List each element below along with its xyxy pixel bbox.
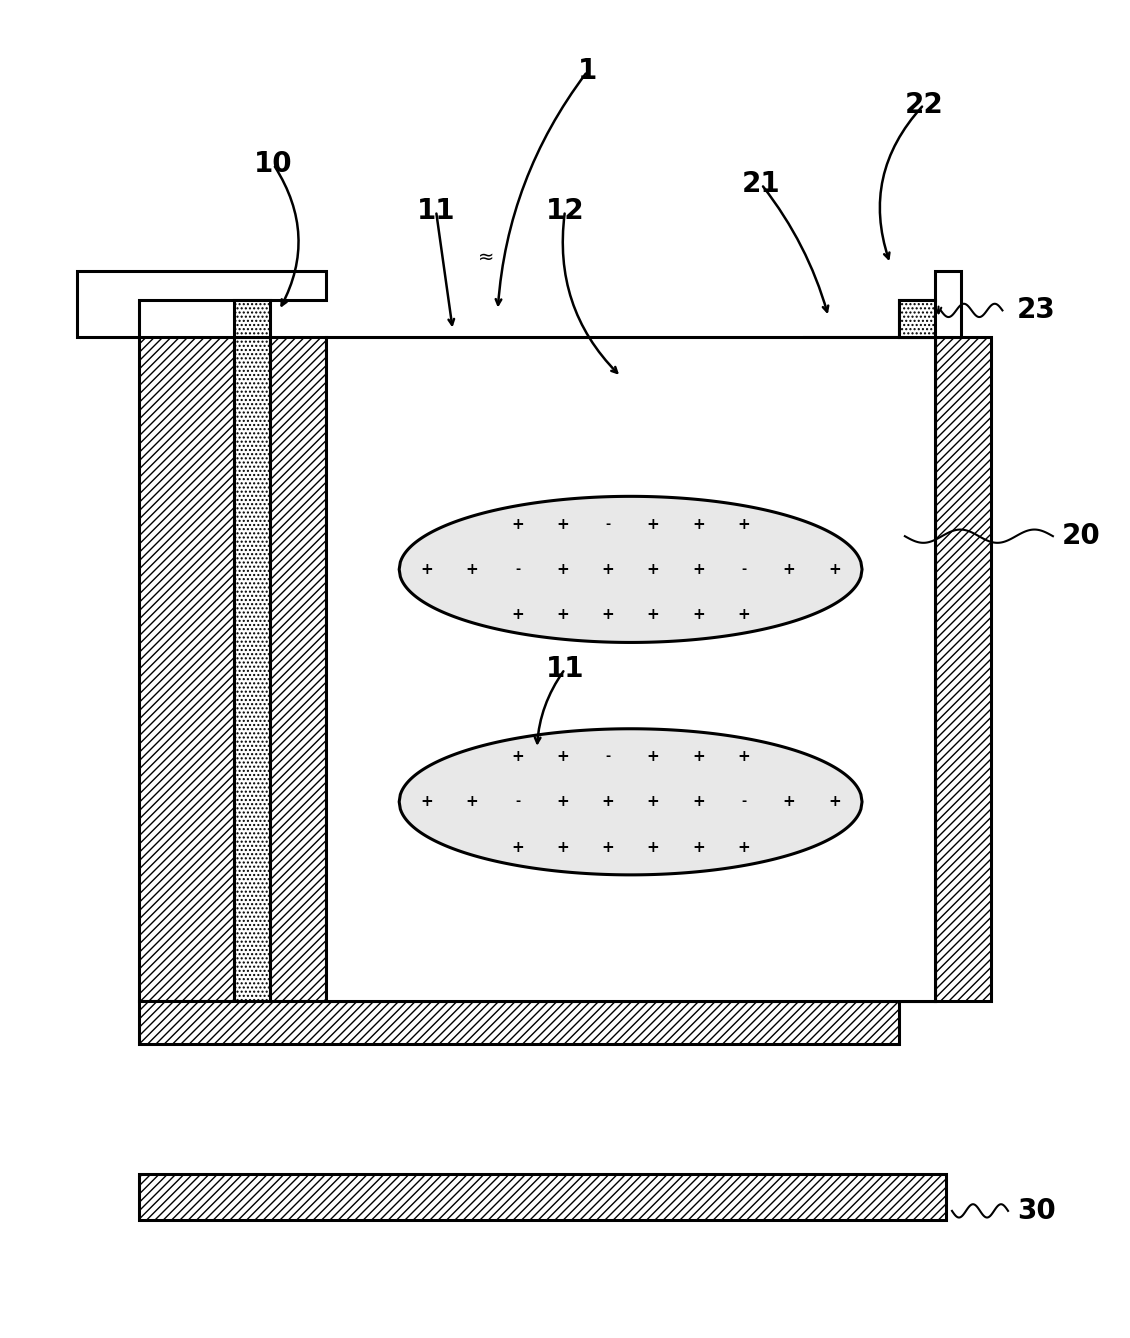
Bar (139, 1001, 899, 1044)
Text: 30: 30 (1017, 1198, 1055, 1224)
Text: +: + (828, 562, 841, 577)
Text: +: + (828, 795, 841, 809)
Text: -: - (606, 751, 610, 763)
Text: +: + (693, 795, 705, 809)
Text: +: + (556, 607, 570, 622)
Text: +: + (601, 607, 615, 622)
Text: -: - (741, 795, 746, 808)
Polygon shape (77, 270, 327, 337)
Text: +: + (511, 516, 524, 531)
Text: 22: 22 (904, 91, 944, 119)
Text: +: + (601, 840, 615, 855)
Bar (936, 337, 991, 1001)
Text: +: + (646, 840, 660, 855)
Text: +: + (511, 607, 524, 622)
Text: 11: 11 (546, 656, 584, 682)
Text: +: + (466, 795, 479, 809)
Polygon shape (399, 729, 862, 875)
Text: +: + (511, 749, 524, 764)
Text: 23: 23 (1017, 297, 1055, 324)
Text: +: + (693, 840, 705, 855)
Text: -: - (606, 518, 610, 531)
Text: +: + (783, 562, 796, 577)
Text: 12: 12 (546, 197, 584, 225)
Bar (234, 300, 270, 337)
Polygon shape (399, 496, 862, 642)
Bar (327, 337, 936, 1001)
Text: +: + (601, 795, 615, 809)
Text: +: + (646, 795, 660, 809)
Text: 21: 21 (742, 170, 781, 198)
Text: -: - (515, 795, 520, 808)
Text: +: + (556, 795, 570, 809)
Text: +: + (646, 749, 660, 764)
Text: +: + (646, 562, 660, 577)
Text: +: + (693, 516, 705, 531)
Bar (234, 337, 270, 1001)
Polygon shape (899, 270, 960, 337)
Text: +: + (511, 840, 524, 855)
Text: +: + (738, 516, 750, 531)
Bar (803, 337, 899, 1001)
Text: +: + (556, 749, 570, 764)
Text: +: + (738, 749, 750, 764)
Text: 11: 11 (417, 197, 455, 225)
Text: +: + (420, 795, 433, 809)
Text: +: + (556, 516, 570, 531)
Text: +: + (646, 516, 660, 531)
Bar (139, 1173, 946, 1220)
Text: -: - (515, 563, 520, 575)
Text: +: + (738, 840, 750, 855)
Text: +: + (783, 795, 796, 809)
Text: +: + (556, 562, 570, 577)
Text: ≈: ≈ (478, 248, 495, 266)
Text: +: + (693, 562, 705, 577)
Bar (270, 337, 327, 1001)
Text: +: + (646, 607, 660, 622)
Text: +: + (693, 607, 705, 622)
Text: +: + (420, 562, 433, 577)
Text: 20: 20 (1061, 522, 1101, 550)
Text: 1: 1 (577, 58, 597, 86)
Text: +: + (466, 562, 479, 577)
Text: 10: 10 (254, 150, 293, 178)
Bar (899, 337, 936, 1001)
Text: -: - (741, 563, 746, 575)
Text: +: + (738, 607, 750, 622)
Bar (139, 337, 234, 1001)
Bar (899, 300, 936, 337)
Text: +: + (556, 840, 570, 855)
Text: +: + (693, 749, 705, 764)
Text: +: + (601, 562, 615, 577)
